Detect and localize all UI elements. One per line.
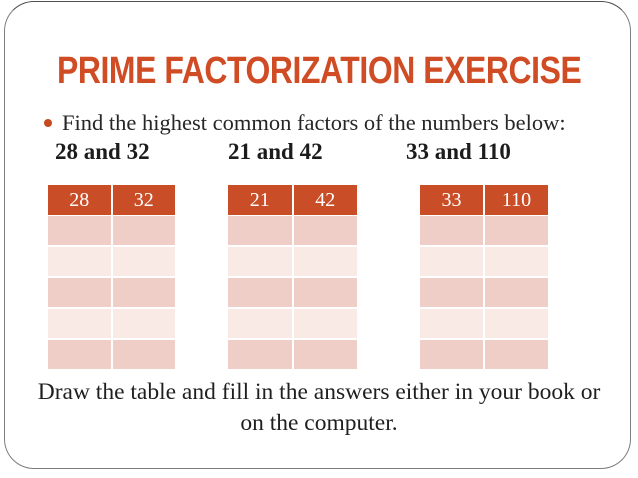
table-empty-cell (228, 309, 292, 338)
footer-line-1: Draw the table and fill in the answers e… (37, 379, 601, 405)
table-empty-cell (485, 247, 548, 276)
table-header-cell: 21 (228, 185, 292, 215)
table-empty-cell (228, 278, 292, 307)
table-empty-cell (228, 216, 292, 245)
table-empty-cell (112, 278, 175, 307)
table-empty-cell (420, 278, 483, 307)
table-empty-cell (293, 309, 357, 338)
table-empty-cell (485, 340, 548, 369)
table-header-cell: 33 (420, 185, 483, 215)
problem-label-28-32: 28 and 32 (55, 139, 150, 164)
table-empty-cell (112, 216, 175, 245)
table-header-cell: 110 (485, 185, 548, 215)
footer-line-2: on the computer. (240, 410, 398, 436)
table-empty-cell (293, 340, 357, 369)
table-empty-cell (485, 216, 548, 245)
table-empty-cell (485, 278, 548, 307)
instruction-text: Find the highest common factors of the n… (62, 110, 566, 135)
slide-title: PRIME FACTORIZATION EXERCISE (56, 50, 582, 92)
table-header-cell: 42 (293, 185, 357, 215)
problem-label-33-110: 33 and 110 (406, 139, 511, 164)
table-empty-cell (48, 309, 111, 338)
slide-title-wrap: PRIME FACTORIZATION EXERCISE (0, 50, 638, 93)
table-empty-cell (228, 247, 292, 276)
table-empty-cell (293, 216, 357, 245)
table-empty-cell (485, 309, 548, 338)
table-empty-cell (420, 216, 483, 245)
table-empty-cell (112, 309, 175, 338)
table-empty-cell (48, 278, 111, 307)
footer-instruction: Draw the table and fill in the answers e… (0, 377, 638, 439)
problem-label-21-42: 21 and 42 (228, 139, 323, 164)
table-empty-cell (112, 247, 175, 276)
table-header-cell: 32 (112, 185, 175, 215)
table-empty-cell (293, 278, 357, 307)
table-empty-cell (293, 247, 357, 276)
table-empty-cell (420, 247, 483, 276)
table-empty-cell (48, 340, 111, 369)
table-empty-cell (228, 340, 292, 369)
table-empty-cell (420, 340, 483, 369)
factor-table-33-110: 33 110 (420, 185, 548, 369)
factor-table-21-42: 21 42 (228, 185, 357, 369)
table-empty-cell (48, 247, 111, 276)
table-empty-cell (420, 309, 483, 338)
instruction-line: Find the highest common factors of the n… (44, 109, 604, 137)
factor-table-28-32: 28 32 (48, 185, 175, 369)
bullet-dot-icon (44, 119, 52, 127)
table-empty-cell (48, 216, 111, 245)
table-empty-cell (112, 340, 175, 369)
table-header-cell: 28 (48, 185, 111, 215)
